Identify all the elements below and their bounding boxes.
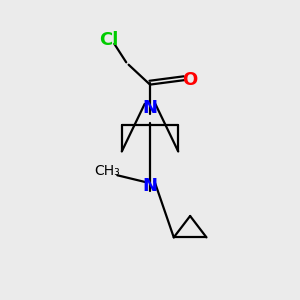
Text: Cl: Cl	[99, 31, 119, 49]
Text: N: N	[142, 99, 158, 117]
Text: CH₃: CH₃	[94, 164, 120, 178]
Text: N: N	[142, 177, 158, 195]
Text: O: O	[182, 71, 198, 89]
